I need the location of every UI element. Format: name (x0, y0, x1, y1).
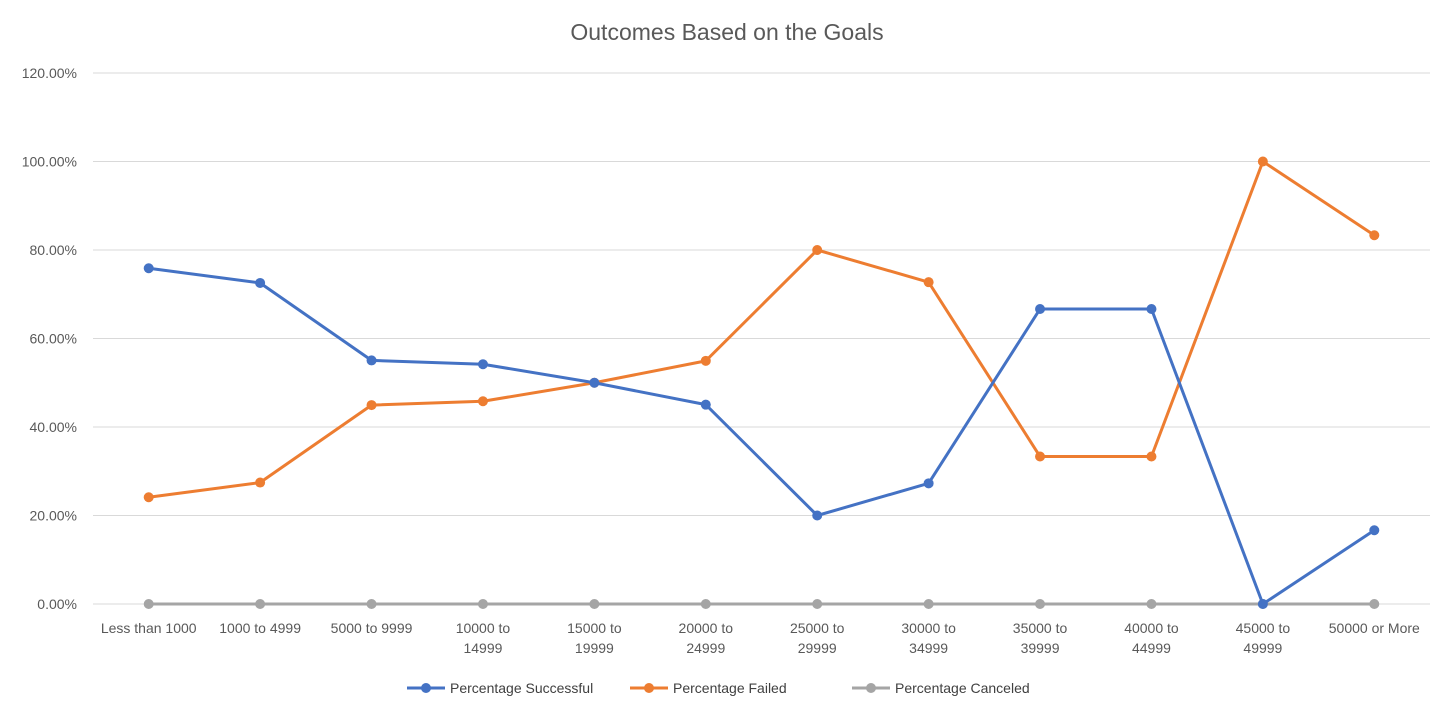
legend-marker (644, 683, 654, 693)
data-point (143, 599, 154, 609)
data-point (1035, 451, 1046, 462)
data-point (1369, 599, 1380, 609)
data-point (1146, 451, 1157, 462)
data-point (812, 510, 823, 521)
y-tick-label: 80.00% (30, 242, 77, 258)
data-point (477, 396, 488, 407)
data-point (700, 399, 711, 410)
y-tick-label: 60.00% (30, 331, 77, 347)
data-point (1257, 599, 1268, 609)
y-tick-label: 0.00% (37, 596, 77, 612)
x-tick-label: 1000 to 4999 (219, 620, 301, 636)
x-tick-label: 25000 to 29999 (790, 620, 845, 656)
data-point (589, 599, 600, 609)
data-point (700, 355, 711, 366)
data-point (366, 355, 377, 366)
data-point (1035, 599, 1046, 609)
data-point (812, 245, 823, 255)
data-point (366, 599, 377, 609)
series-line (147, 160, 1376, 499)
series-2 (143, 599, 1380, 609)
legend-label: Percentage Successful (450, 680, 593, 696)
legend: Percentage Successful Percentage Failed Pe… (407, 680, 1030, 696)
data-point (255, 477, 266, 488)
data-point (1369, 525, 1380, 536)
data-point (477, 599, 488, 609)
legend-item: Percentage Successful (407, 680, 593, 696)
data-point (589, 377, 600, 388)
data-point (1035, 303, 1046, 314)
data-point (812, 599, 823, 609)
x-tick-label: 35000 to 39999 (1013, 620, 1068, 656)
series-1 (143, 156, 1380, 503)
x-tick-label: Less than 1000 (101, 620, 197, 636)
y-tick-label: 40.00% (30, 419, 77, 435)
grid-layer (93, 72, 1430, 605)
legend-marker (421, 683, 431, 693)
x-tick-label: 40000 to 44999 (1124, 620, 1179, 656)
x-tick-label: 10000 to 14999 (456, 620, 511, 656)
data-point (923, 478, 934, 489)
x-tick-label: 5000 to 9999 (331, 620, 413, 636)
series-0 (143, 263, 1380, 609)
x-tick-label: 50000 or More (1329, 620, 1420, 636)
data-point (477, 359, 488, 370)
legend-label: Percentage Canceled (895, 680, 1030, 696)
data-point (1257, 156, 1268, 167)
data-point (1146, 303, 1157, 314)
series-layer (143, 156, 1380, 609)
data-point (143, 492, 154, 503)
legend-item: Percentage Failed (630, 680, 787, 696)
legend-label: Percentage Failed (673, 680, 787, 696)
y-tick-label: 100.00% (22, 154, 77, 170)
x-tick-label: 20000 to 24999 (679, 620, 734, 656)
legend-marker (866, 683, 876, 693)
data-point (923, 599, 934, 609)
data-point (923, 277, 934, 288)
data-point (255, 599, 266, 609)
x-axis-ticks: Less than 1000 1000 to 4999 5000 to 9999 10… (101, 620, 1420, 656)
data-point (366, 400, 377, 411)
y-tick-label: 120.00% (22, 65, 77, 81)
data-point (255, 277, 266, 288)
series-line (147, 266, 1376, 606)
y-tick-label: 20.00% (30, 508, 77, 524)
x-tick-label: 45000 to 49999 (1236, 620, 1291, 656)
data-point (1369, 230, 1380, 241)
data-point (700, 599, 711, 609)
data-point (1146, 599, 1157, 609)
x-tick-label: 30000 to 34999 (901, 620, 956, 656)
x-tick-label: 15000 to 19999 (567, 620, 622, 656)
chart-title: Outcomes Based on the Goals (570, 19, 883, 45)
data-point (143, 263, 154, 274)
legend-item: Percentage Canceled (852, 680, 1030, 696)
y-axis-ticks: 0.00% 20.00% 40.00% 60.00% 80.00% 100.00% 120.… (22, 65, 77, 612)
